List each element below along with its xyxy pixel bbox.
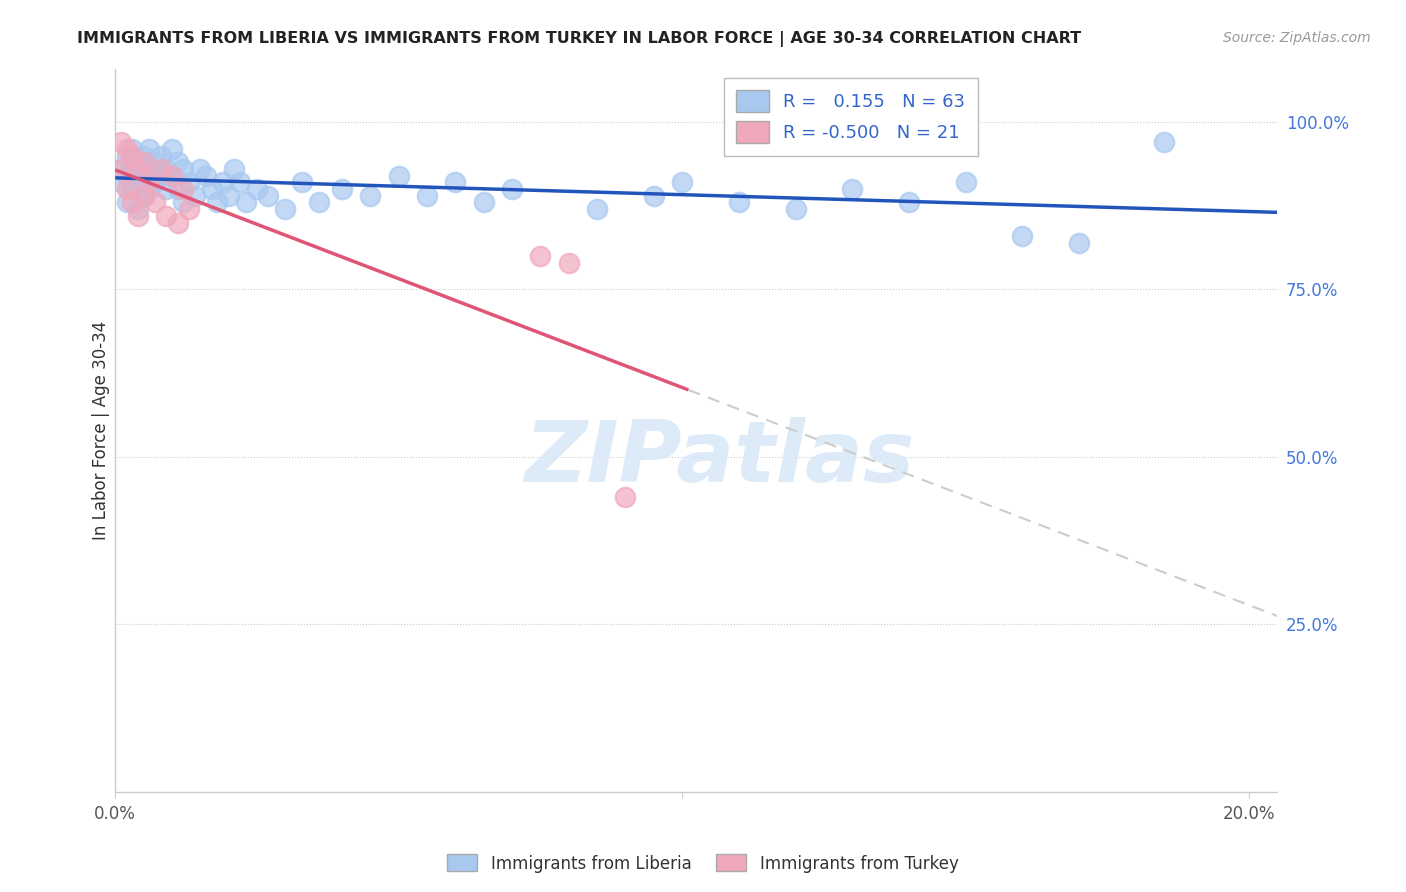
Point bbox=[955, 175, 977, 189]
Point bbox=[127, 202, 149, 216]
Point bbox=[121, 195, 143, 210]
Point bbox=[235, 195, 257, 210]
Point bbox=[155, 161, 177, 176]
Point bbox=[149, 148, 172, 162]
Point bbox=[132, 155, 155, 169]
Point bbox=[132, 188, 155, 202]
Point bbox=[160, 169, 183, 183]
Point bbox=[246, 182, 269, 196]
Point bbox=[132, 161, 155, 176]
Point bbox=[212, 175, 235, 189]
Point bbox=[160, 169, 183, 183]
Point bbox=[166, 215, 188, 229]
Point bbox=[177, 202, 200, 216]
Y-axis label: In Labor Force | Age 30-34: In Labor Force | Age 30-34 bbox=[93, 320, 110, 540]
Point bbox=[529, 249, 551, 263]
Point bbox=[132, 148, 155, 162]
Point bbox=[1011, 228, 1033, 243]
Point bbox=[149, 161, 172, 176]
Point bbox=[149, 169, 172, 183]
Point bbox=[143, 195, 166, 210]
Point bbox=[897, 195, 920, 210]
Text: Source: ZipAtlas.com: Source: ZipAtlas.com bbox=[1223, 31, 1371, 45]
Point bbox=[643, 188, 665, 202]
Point bbox=[138, 175, 160, 189]
Point bbox=[155, 182, 177, 196]
Point bbox=[188, 161, 211, 176]
Point bbox=[115, 195, 138, 210]
Point bbox=[274, 202, 297, 216]
Point bbox=[127, 155, 149, 169]
Point bbox=[229, 175, 252, 189]
Point bbox=[110, 175, 132, 189]
Point bbox=[138, 182, 160, 196]
Point bbox=[291, 175, 314, 189]
Point bbox=[728, 195, 751, 210]
Point bbox=[166, 182, 188, 196]
Point bbox=[308, 195, 330, 210]
Point bbox=[785, 202, 807, 216]
Point bbox=[138, 142, 160, 156]
Point bbox=[1067, 235, 1090, 250]
Point bbox=[1153, 135, 1175, 149]
Point bbox=[172, 182, 194, 196]
Point bbox=[172, 161, 194, 176]
Point bbox=[110, 135, 132, 149]
Point bbox=[166, 155, 188, 169]
Point bbox=[127, 161, 149, 176]
Point bbox=[257, 188, 280, 202]
Point bbox=[115, 169, 138, 183]
Point bbox=[121, 142, 143, 156]
Point bbox=[110, 161, 132, 176]
Point bbox=[200, 182, 222, 196]
Point bbox=[115, 142, 138, 156]
Legend: R =   0.155   N = 63, R = -0.500   N = 21: R = 0.155 N = 63, R = -0.500 N = 21 bbox=[724, 78, 979, 156]
Point bbox=[558, 255, 581, 269]
Point bbox=[224, 161, 246, 176]
Point bbox=[127, 209, 149, 223]
Point bbox=[501, 182, 523, 196]
Point bbox=[194, 169, 217, 183]
Point bbox=[155, 209, 177, 223]
Point bbox=[586, 202, 609, 216]
Point bbox=[143, 175, 166, 189]
Point bbox=[359, 188, 381, 202]
Point bbox=[138, 161, 160, 176]
Point bbox=[207, 195, 229, 210]
Point bbox=[218, 188, 240, 202]
Point bbox=[143, 155, 166, 169]
Point bbox=[110, 161, 132, 176]
Point bbox=[172, 195, 194, 210]
Point bbox=[177, 175, 200, 189]
Point bbox=[127, 175, 149, 189]
Point bbox=[614, 490, 637, 504]
Point bbox=[416, 188, 439, 202]
Point bbox=[121, 161, 143, 176]
Point bbox=[388, 169, 411, 183]
Point bbox=[444, 175, 467, 189]
Point bbox=[671, 175, 693, 189]
Point bbox=[121, 182, 143, 196]
Point bbox=[160, 142, 183, 156]
Legend: Immigrants from Liberia, Immigrants from Turkey: Immigrants from Liberia, Immigrants from… bbox=[440, 847, 966, 880]
Point bbox=[132, 188, 155, 202]
Point bbox=[183, 188, 205, 202]
Point bbox=[841, 182, 863, 196]
Point bbox=[115, 148, 138, 162]
Point bbox=[330, 182, 353, 196]
Text: IMMIGRANTS FROM LIBERIA VS IMMIGRANTS FROM TURKEY IN LABOR FORCE | AGE 30-34 COR: IMMIGRANTS FROM LIBERIA VS IMMIGRANTS FR… bbox=[77, 31, 1081, 47]
Text: ZIPatlas: ZIPatlas bbox=[524, 417, 915, 500]
Point bbox=[121, 148, 143, 162]
Point bbox=[115, 182, 138, 196]
Point bbox=[472, 195, 495, 210]
